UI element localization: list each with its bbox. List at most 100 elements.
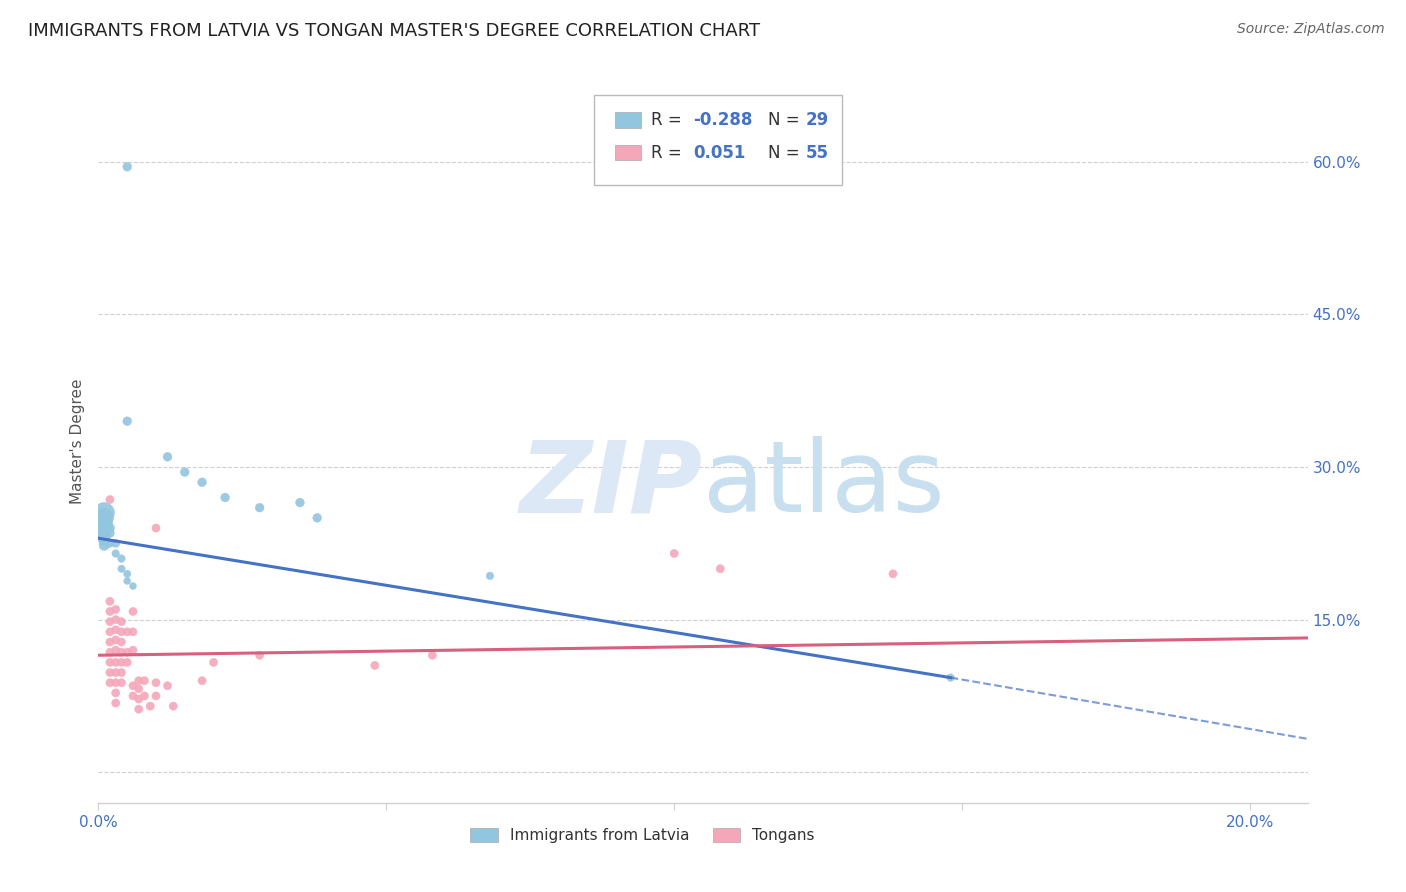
Text: R =: R = <box>651 144 692 161</box>
Point <box>249 648 271 663</box>
Point <box>122 643 145 657</box>
Point <box>104 643 127 657</box>
Point <box>122 579 145 593</box>
Point <box>191 475 214 490</box>
Text: -0.288: -0.288 <box>693 111 752 129</box>
Text: 29: 29 <box>806 111 830 129</box>
Point <box>98 645 121 659</box>
Point <box>115 566 138 581</box>
Text: Source: ZipAtlas.com: Source: ZipAtlas.com <box>1237 22 1385 37</box>
Point <box>93 538 115 552</box>
Point <box>110 551 132 566</box>
Point <box>288 495 311 509</box>
Point <box>214 491 236 505</box>
Point <box>128 702 150 716</box>
Point <box>145 689 167 703</box>
Point <box>664 546 686 560</box>
Point <box>98 521 121 535</box>
Point <box>93 533 115 548</box>
Text: 55: 55 <box>806 144 828 161</box>
Text: N =: N = <box>768 144 806 161</box>
Point <box>122 679 145 693</box>
Text: N =: N = <box>768 111 806 129</box>
Point <box>104 656 127 670</box>
Point <box>98 624 121 639</box>
Point <box>104 665 127 680</box>
Point <box>202 656 225 670</box>
Text: R =: R = <box>651 111 688 129</box>
Point <box>98 615 121 629</box>
Point <box>98 526 121 541</box>
Text: 0.051: 0.051 <box>693 144 745 161</box>
Point <box>110 656 132 670</box>
Point <box>98 635 121 649</box>
Point <box>93 528 115 542</box>
Point <box>882 566 904 581</box>
Point <box>110 635 132 649</box>
Point <box>104 696 127 710</box>
Point <box>122 624 145 639</box>
Point <box>98 605 121 619</box>
Point <box>93 516 115 530</box>
Point <box>939 671 962 685</box>
Point <box>104 546 127 560</box>
Point <box>93 511 115 525</box>
Text: atlas: atlas <box>703 436 945 533</box>
Point <box>128 673 150 688</box>
Point <box>104 623 127 637</box>
Point <box>173 465 195 479</box>
Point <box>134 673 156 688</box>
Point <box>249 500 271 515</box>
Point <box>115 574 138 588</box>
Text: IMMIGRANTS FROM LATVIA VS TONGAN MASTER'S DEGREE CORRELATION CHART: IMMIGRANTS FROM LATVIA VS TONGAN MASTER'… <box>28 22 761 40</box>
Point <box>115 656 138 670</box>
Point <box>478 569 501 583</box>
Point <box>122 689 145 703</box>
Point <box>122 605 145 619</box>
Point <box>104 602 127 616</box>
Point <box>93 506 115 520</box>
Point <box>422 648 444 663</box>
Point <box>145 675 167 690</box>
Y-axis label: Master's Degree: Master's Degree <box>70 379 86 504</box>
Point <box>115 160 138 174</box>
Point <box>98 665 121 680</box>
Point <box>115 414 138 428</box>
Point <box>307 511 329 525</box>
Point <box>104 686 127 700</box>
Point <box>93 521 115 535</box>
FancyBboxPatch shape <box>595 95 842 185</box>
Point <box>139 699 162 714</box>
Point <box>104 613 127 627</box>
Point <box>110 615 132 629</box>
Point <box>156 450 179 464</box>
FancyBboxPatch shape <box>614 145 641 161</box>
Point <box>110 665 132 680</box>
Point <box>110 675 132 690</box>
Text: ZIP: ZIP <box>520 436 703 533</box>
Point <box>115 645 138 659</box>
Point <box>115 624 138 639</box>
Point <box>110 562 132 576</box>
Point <box>162 699 184 714</box>
Legend: Immigrants from Latvia, Tongans: Immigrants from Latvia, Tongans <box>464 822 821 849</box>
Point <box>104 536 127 550</box>
Point <box>364 658 387 673</box>
Point <box>98 594 121 608</box>
Point <box>191 673 214 688</box>
Point <box>110 624 132 639</box>
Point <box>104 675 127 690</box>
Point <box>709 562 731 576</box>
Point <box>98 536 121 550</box>
Point <box>98 656 121 670</box>
Point <box>98 492 121 507</box>
Point <box>110 645 132 659</box>
Point <box>145 521 167 535</box>
Point <box>134 689 156 703</box>
Point <box>104 632 127 647</box>
Point <box>93 524 115 538</box>
FancyBboxPatch shape <box>614 112 641 128</box>
Point <box>156 679 179 693</box>
Point <box>128 681 150 696</box>
Point <box>128 692 150 706</box>
